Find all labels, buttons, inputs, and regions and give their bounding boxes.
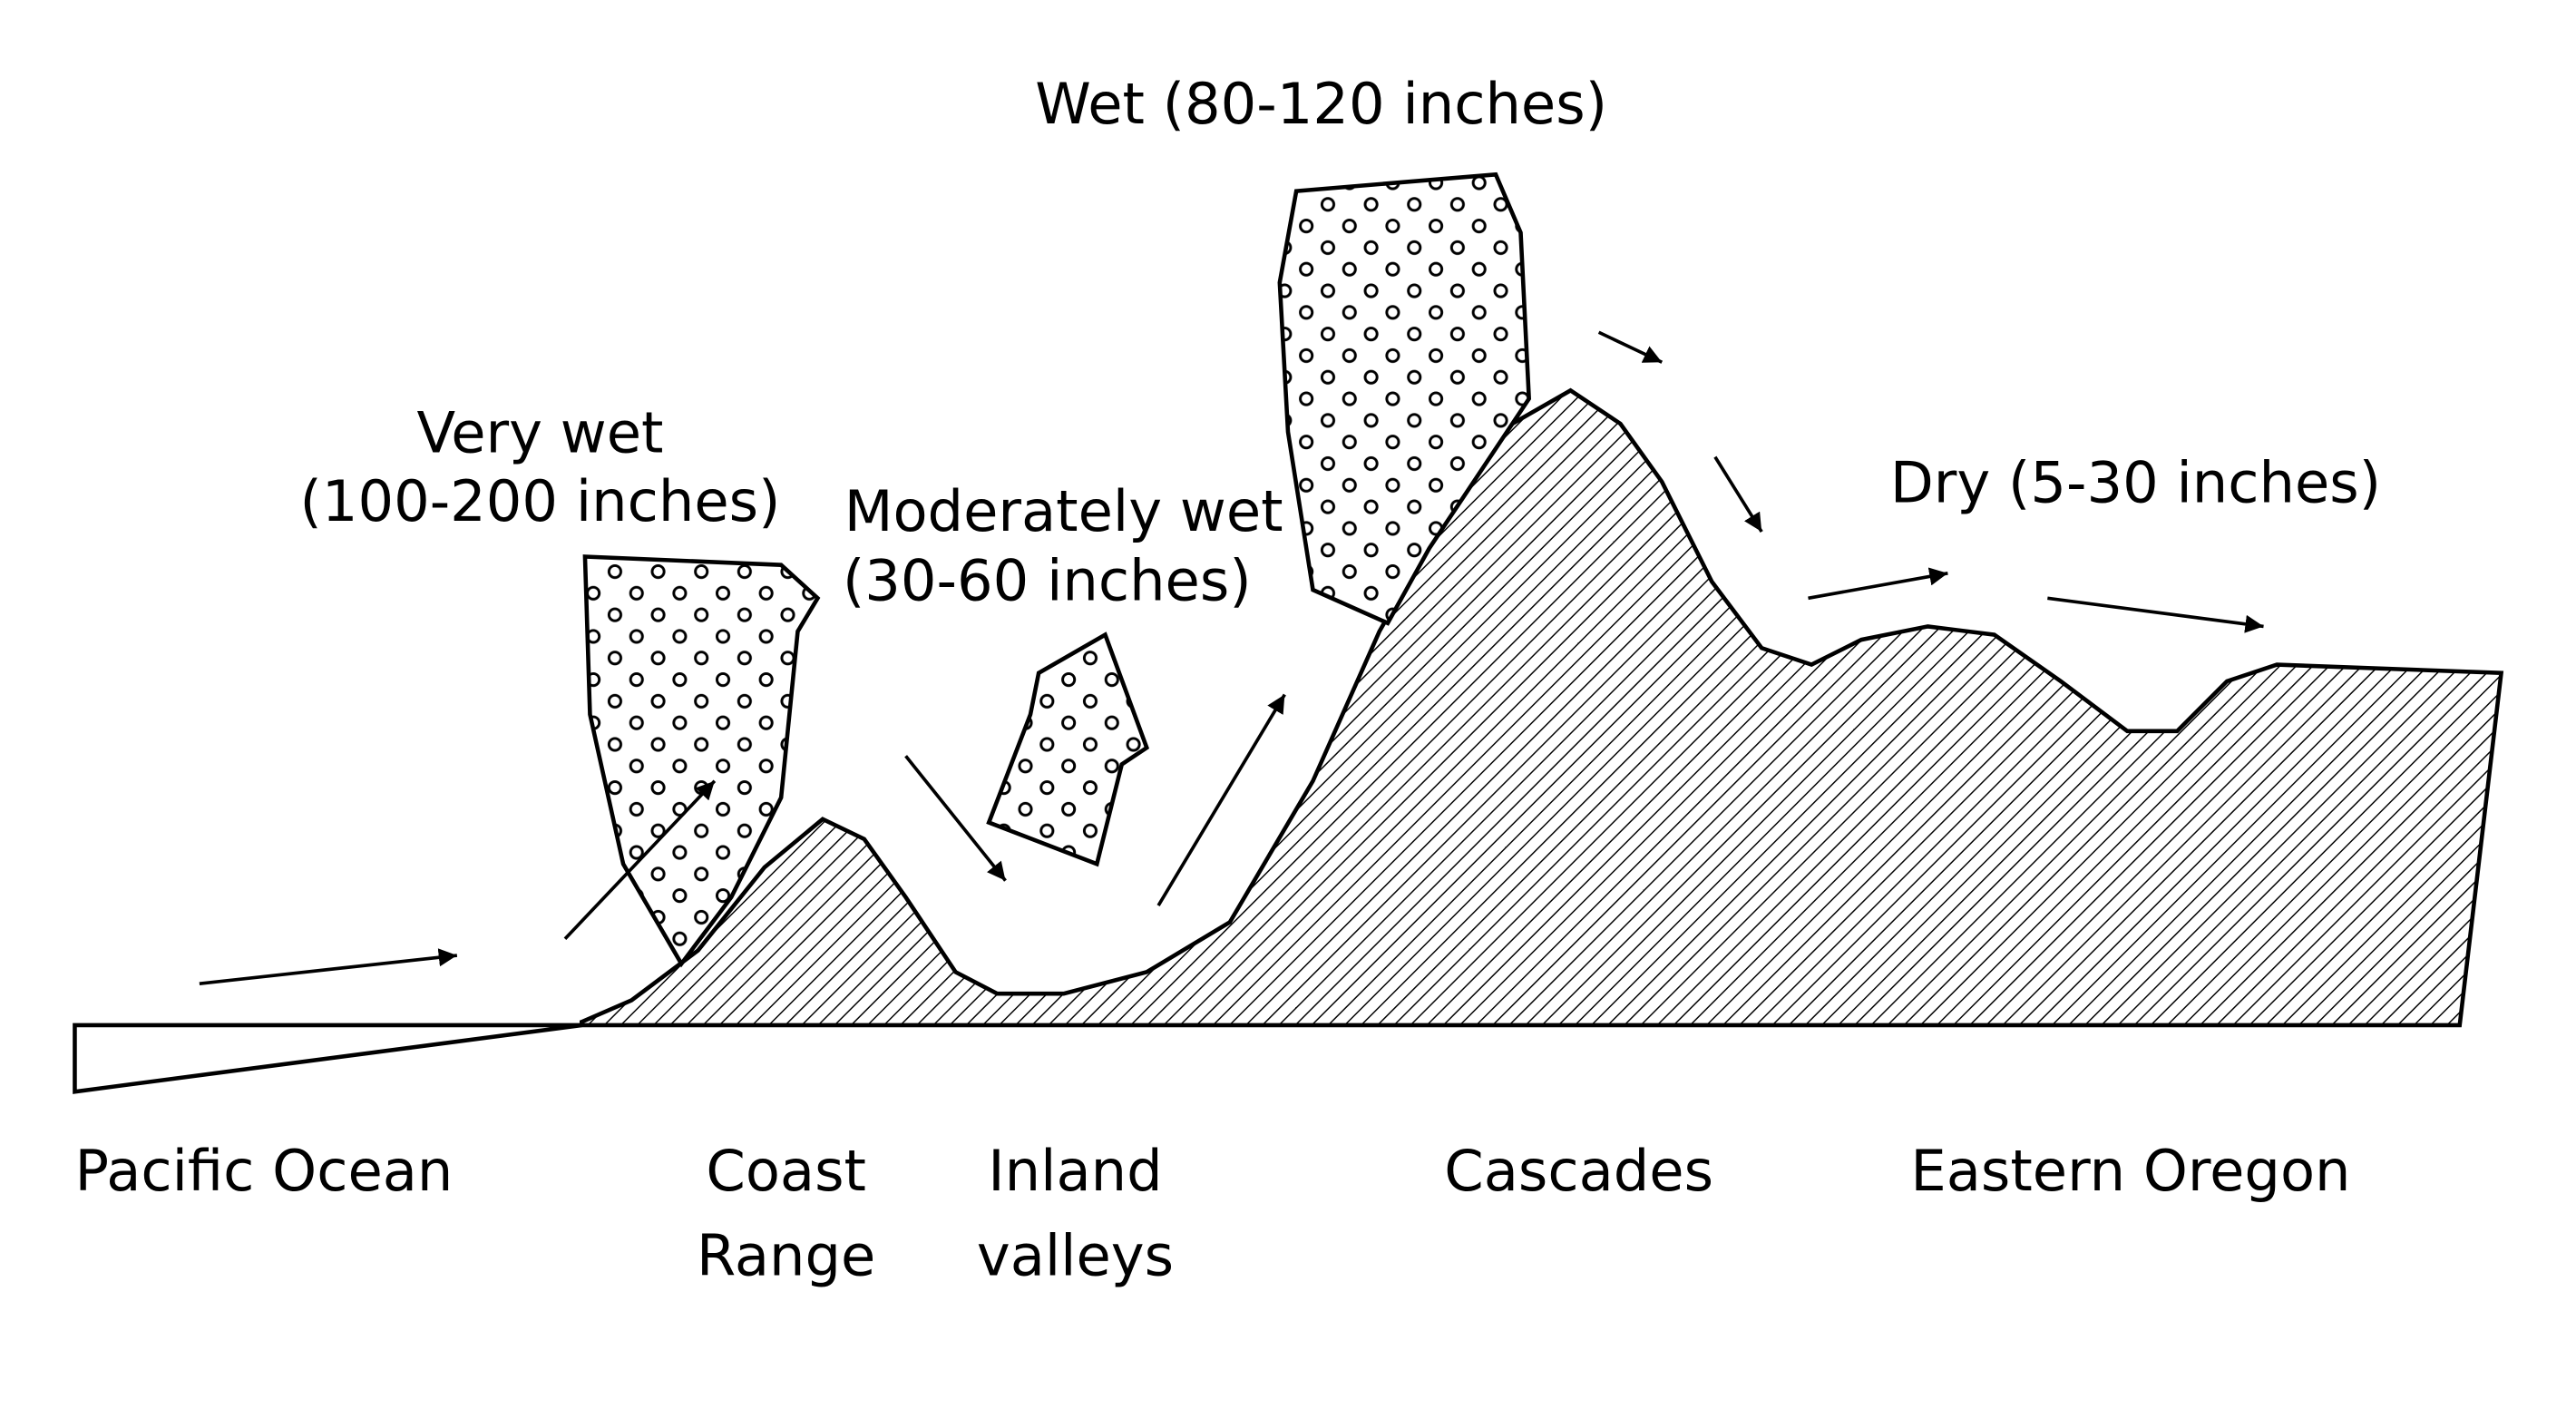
region-label: Eastern Oregon xyxy=(1910,1138,2350,1204)
arrow xyxy=(199,948,458,985)
region-label: Inland xyxy=(988,1138,1162,1204)
label-very-wet-amount: (100-200 inches) xyxy=(300,468,781,534)
label-moderately-wet-amount: (30-60 inches) xyxy=(843,548,1252,614)
terrain xyxy=(580,387,2504,1028)
label-wet: Wet (80-120 inches) xyxy=(1035,71,1607,137)
wind-arrows xyxy=(199,330,2264,985)
cloud-wet xyxy=(1277,171,1532,626)
region-label: Range xyxy=(697,1222,875,1288)
region-label: Cascades xyxy=(1444,1138,1713,1204)
label-dry: Dry (5-30 inches) xyxy=(1890,450,2381,516)
cloud-very-wet xyxy=(582,554,821,968)
region-label: valleys xyxy=(977,1222,1174,1288)
arrow xyxy=(2047,596,2264,633)
arrow xyxy=(1597,330,1664,364)
arrow xyxy=(1713,455,1763,533)
label-moderately-wet: Moderately wet xyxy=(844,478,1283,544)
label-very-wet: Very wet xyxy=(416,400,663,466)
arrow xyxy=(563,779,717,940)
region-label: Coast xyxy=(706,1138,866,1204)
ocean xyxy=(73,1023,582,1094)
arrow xyxy=(1156,693,1286,907)
arrow xyxy=(904,755,1007,882)
region-label: Pacific Ocean xyxy=(74,1138,453,1204)
cloud-moderately-wet xyxy=(986,631,1150,867)
arrow xyxy=(1808,567,1948,601)
